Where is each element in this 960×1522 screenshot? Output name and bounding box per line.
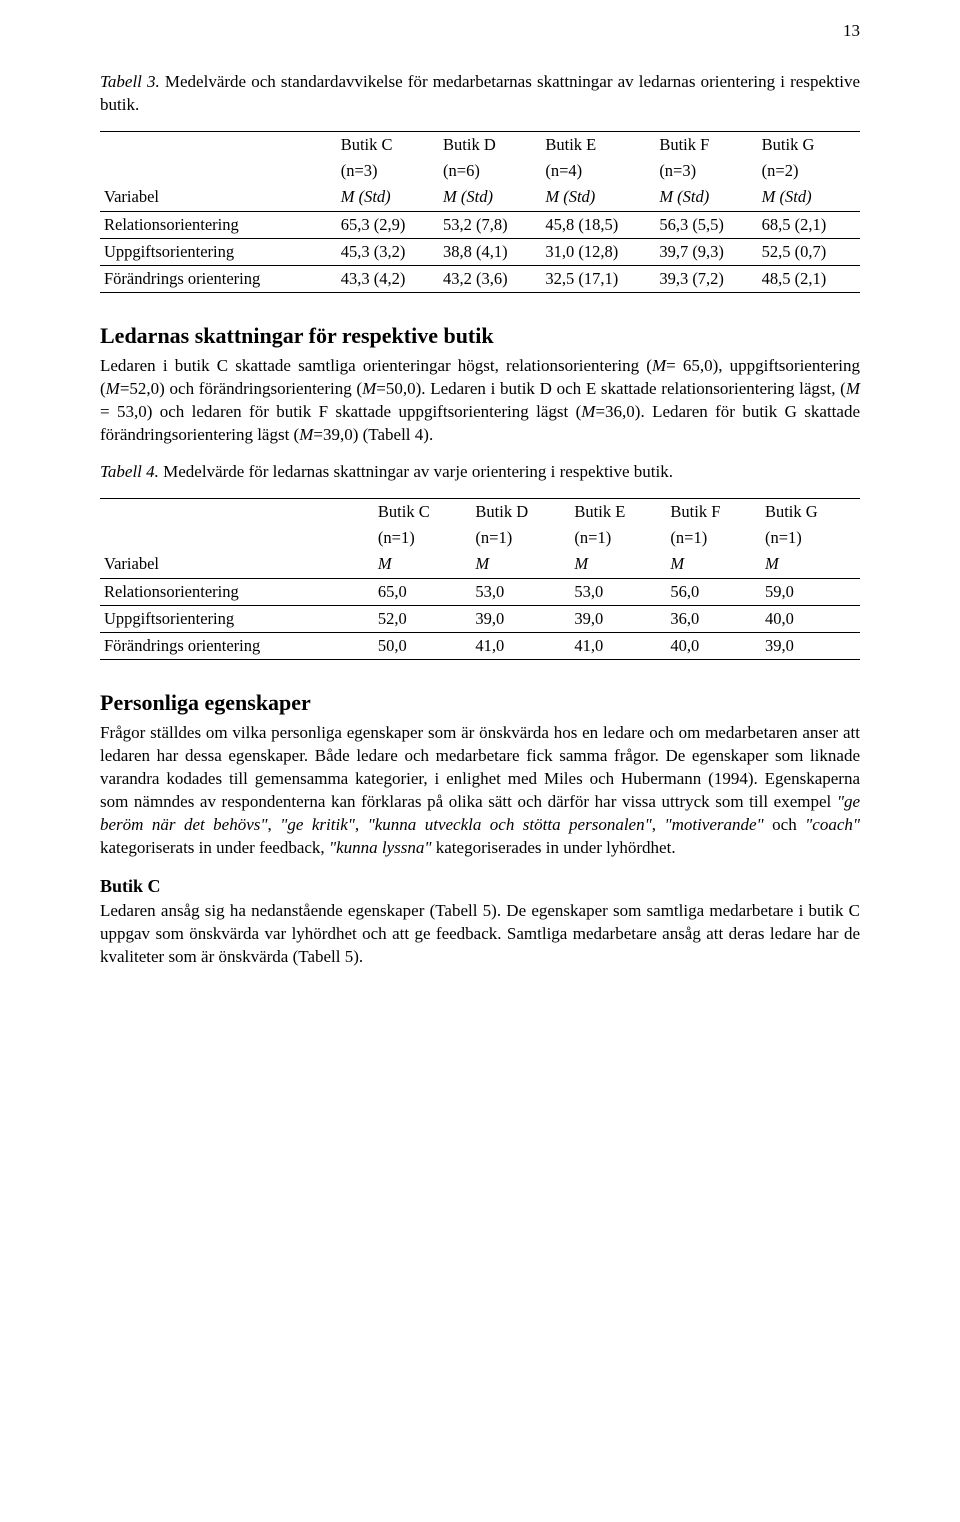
table3-col2-top: Butik E <box>541 131 655 158</box>
table4-row2-c2: 41,0 <box>570 633 666 660</box>
table3-row0-c3: 56,3 (5,5) <box>655 211 757 238</box>
table4-row0-c0: 65,0 <box>374 578 472 605</box>
table3-row0-c2: 45,8 (18,5) <box>541 211 655 238</box>
butik-c-paragraph: Ledaren ansåg sig ha nedanstående egensk… <box>100 900 860 969</box>
table4-row1-c3: 36,0 <box>666 605 761 632</box>
table4: Butik C Butik D Butik E Butik F Butik G … <box>100 498 860 661</box>
table4-col0-top: Butik C <box>374 498 472 525</box>
table3-caption: Tabell 3. Medelvärde och standardavvikel… <box>100 71 860 117</box>
table4-row2-c4: 39,0 <box>761 633 860 660</box>
table4-col3-top: Butik F <box>666 498 761 525</box>
table4-col0-stat: M <box>374 551 472 578</box>
table3-row0-c0: 65,3 (2,9) <box>337 211 439 238</box>
butik-c-heading: Butik C <box>100 874 860 898</box>
table4-caption: Tabell 4. Medelvärde för ledarnas skattn… <box>100 461 860 484</box>
table3-row2-c2: 32,5 (17,1) <box>541 266 655 293</box>
table4-col3-n: (n=1) <box>666 525 761 551</box>
table3-col2-n: (n=4) <box>541 158 655 184</box>
table4-row0-c2: 53,0 <box>570 578 666 605</box>
table4-row2-c3: 40,0 <box>666 633 761 660</box>
table3-col3-stat: M (Std) <box>655 184 757 211</box>
table3-caption-rest: Medelvärde och standardavvikelse för med… <box>100 72 860 114</box>
table3-caption-prefix: Tabell 3. <box>100 72 160 91</box>
table3-row2-c1: 43,2 (3,6) <box>439 266 541 293</box>
table4-col2-top: Butik E <box>570 498 666 525</box>
table4-row0-c1: 53,0 <box>471 578 570 605</box>
table3-row1-c1: 38,8 (4,1) <box>439 238 541 265</box>
table3-col1-n: (n=6) <box>439 158 541 184</box>
table4-row1-label: Uppgiftsorientering <box>100 605 374 632</box>
table3-row1-label: Uppgiftsorientering <box>100 238 337 265</box>
section1-heading: Ledarnas skattningar för respektive buti… <box>100 321 860 351</box>
table3-col4-n: (n=2) <box>758 158 860 184</box>
table4-caption-prefix: Tabell 4. <box>100 462 159 481</box>
table4-row0-label: Relationsorientering <box>100 578 374 605</box>
table3-col4-top: Butik G <box>758 131 860 158</box>
table3-row0-c4: 68,5 (2,1) <box>758 211 860 238</box>
table4-row2-label: Förändrings orientering <box>100 633 374 660</box>
table3-col0-top: Butik C <box>337 131 439 158</box>
table4-col1-n: (n=1) <box>471 525 570 551</box>
table4-row0-c4: 59,0 <box>761 578 860 605</box>
section2-paragraph: Frågor ställdes om vilka personliga egen… <box>100 722 860 860</box>
table3-row1-c0: 45,3 (3,2) <box>337 238 439 265</box>
table3-row2-c4: 48,5 (2,1) <box>758 266 860 293</box>
table4-col1-top: Butik D <box>471 498 570 525</box>
page-number: 13 <box>100 20 860 43</box>
table3-var-label: Variabel <box>100 184 337 211</box>
section2-heading: Personliga egenskaper <box>100 688 860 718</box>
table4-col2-stat: M <box>570 551 666 578</box>
table3-row2-c3: 39,3 (7,2) <box>655 266 757 293</box>
table3: Butik C Butik D Butik E Butik F Butik G … <box>100 131 860 294</box>
table4-col4-n: (n=1) <box>761 525 860 551</box>
table3-row1-c2: 31,0 (12,8) <box>541 238 655 265</box>
table4-row0-c3: 56,0 <box>666 578 761 605</box>
table3-row1-c4: 52,5 (0,7) <box>758 238 860 265</box>
table3-col3-n: (n=3) <box>655 158 757 184</box>
table4-col4-stat: M <box>761 551 860 578</box>
table3-row1-c3: 39,7 (9,3) <box>655 238 757 265</box>
table4-row2-c1: 41,0 <box>471 633 570 660</box>
section1-paragraph: Ledaren i butik C skattade samtliga orie… <box>100 355 860 447</box>
table4-caption-rest: Medelvärde för ledarnas skattningar av v… <box>159 462 673 481</box>
table3-col1-stat: M (Std) <box>439 184 541 211</box>
table4-row1-c2: 39,0 <box>570 605 666 632</box>
table3-col1-top: Butik D <box>439 131 541 158</box>
table3-row0-label: Relationsorientering <box>100 211 337 238</box>
table3-col3-top: Butik F <box>655 131 757 158</box>
table3-col4-stat: M (Std) <box>758 184 860 211</box>
table4-col0-n: (n=1) <box>374 525 472 551</box>
table4-col1-stat: M <box>471 551 570 578</box>
table4-col2-n: (n=1) <box>570 525 666 551</box>
table4-col3-stat: M <box>666 551 761 578</box>
table4-row2-c0: 50,0 <box>374 633 472 660</box>
table3-col0-n: (n=3) <box>337 158 439 184</box>
table3-row2-c0: 43,3 (4,2) <box>337 266 439 293</box>
table4-var-label: Variabel <box>100 551 374 578</box>
table3-row0-c1: 53,2 (7,8) <box>439 211 541 238</box>
table4-row1-c0: 52,0 <box>374 605 472 632</box>
table4-col4-top: Butik G <box>761 498 860 525</box>
table3-col2-stat: M (Std) <box>541 184 655 211</box>
table4-row1-c4: 40,0 <box>761 605 860 632</box>
table4-row1-c1: 39,0 <box>471 605 570 632</box>
table3-row2-label: Förändrings orientering <box>100 266 337 293</box>
table3-col0-stat: M (Std) <box>337 184 439 211</box>
